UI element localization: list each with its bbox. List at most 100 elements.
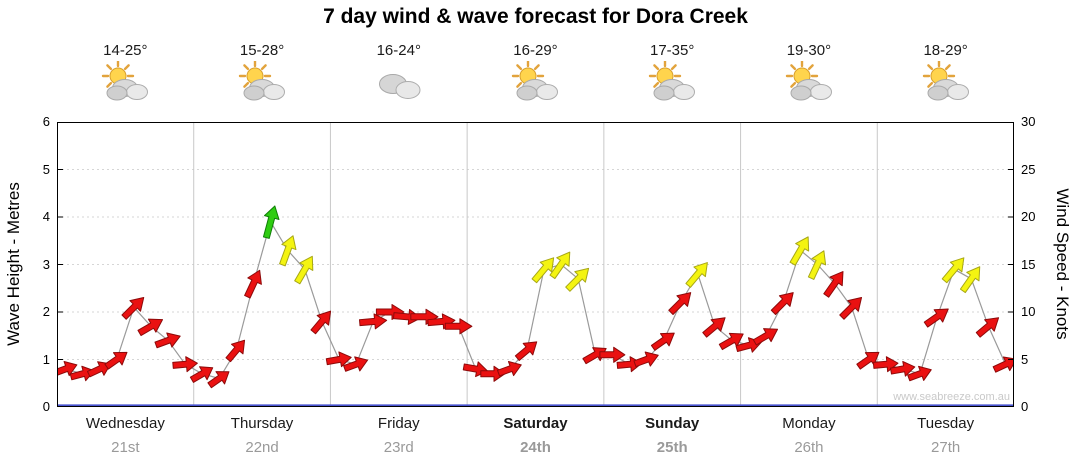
wind-arrow-shape	[69, 365, 95, 382]
wind-arrow-shape	[668, 292, 692, 316]
wind-arrow	[86, 361, 112, 378]
wind-arrow	[889, 360, 916, 377]
day-date-label: 25th	[656, 439, 688, 456]
wind-arrow-shape	[154, 332, 181, 349]
cloud-icon	[790, 79, 832, 101]
wind-arrow	[207, 371, 230, 389]
wind-arrow-shape	[86, 361, 112, 378]
wind-arrow	[343, 356, 369, 372]
sun-cloud-weather-icon	[238, 61, 286, 101]
left-axis-tick-label: 4	[42, 209, 50, 224]
wind-arrow-shape	[807, 250, 827, 280]
day-name-label: Sunday	[645, 415, 700, 432]
cloud-icon	[516, 79, 559, 101]
wind-arrow-shape	[207, 371, 230, 389]
left-axis-tick-label: 2	[42, 304, 50, 319]
wind-arrow	[310, 310, 332, 335]
wind-arrow	[225, 339, 246, 363]
left-axis-tick-label: 5	[42, 161, 50, 177]
wind-arrow-shape	[514, 341, 538, 361]
wind-arrow	[121, 296, 145, 320]
wind-arrow-shape	[975, 317, 1000, 338]
wind-arrow	[907, 365, 932, 382]
wind-arrow	[789, 236, 810, 266]
day-header-column: 16-24°	[330, 42, 467, 112]
page-title: 7 day wind & wave forecast for Dora Cree…	[323, 5, 748, 28]
wind-arrow	[325, 351, 352, 368]
wind-arrow-shape	[941, 257, 965, 284]
temp-range-label: 18-29°	[923, 42, 968, 59]
wind-arrow-shape	[650, 332, 675, 351]
sun-cloud-weather-icon	[922, 61, 969, 101]
wind-arrow	[992, 356, 1014, 373]
wind-arrow	[531, 257, 555, 284]
wind-arrow-shape	[633, 351, 659, 368]
wind-arrow-shape	[565, 267, 590, 292]
wind-arrow-shape	[907, 365, 932, 382]
wind-arrow-shape	[444, 318, 473, 335]
right-axis-tick-label: 15	[1021, 256, 1036, 272]
wind-arrow	[137, 318, 164, 337]
wind-arrow	[172, 356, 198, 373]
wind-arrow	[154, 332, 181, 349]
wind-arrow-shape	[702, 317, 726, 338]
wind-arrow	[752, 328, 779, 346]
day-header-column: 17-35°	[604, 42, 741, 112]
temp-range-label: 19-30°	[786, 42, 832, 59]
temp-range-label: 15-28°	[239, 42, 285, 59]
wind-arrow	[923, 308, 949, 328]
day-date-label: 27th	[931, 439, 961, 456]
wind-arrow-shape	[889, 360, 916, 377]
wind-arrow-shape	[923, 308, 949, 328]
wind-arrow-shape	[497, 361, 522, 377]
wind-arrow	[262, 205, 280, 239]
wind-arrow	[807, 250, 827, 280]
wind-arrow-shape	[189, 366, 214, 383]
wind-arrow	[104, 351, 128, 370]
wind-arrow-shape	[279, 235, 297, 267]
wind-arrow-shape	[121, 296, 145, 320]
wind-arrow	[839, 296, 863, 320]
wind-arrow-shape	[137, 318, 164, 337]
wind-arrow	[668, 292, 692, 316]
wind-arrow	[565, 267, 590, 292]
sun-cloud-weather-icon	[512, 61, 559, 101]
wind-arrow-shape	[310, 310, 332, 335]
wind-arrow-shape	[839, 296, 863, 320]
right-axis-tick-label: 5	[1021, 351, 1029, 367]
wind-arrow-shape	[244, 269, 262, 299]
wind-wave-chart	[57, 122, 1014, 407]
wind-arrow-shape	[531, 257, 555, 284]
wind-arrow-shape	[358, 313, 388, 330]
wind-arrow-shape	[770, 292, 794, 316]
day-date-label: 23rd	[383, 439, 414, 456]
sun-cloud-weather-icon	[648, 61, 696, 101]
wind-arrow	[358, 313, 388, 330]
day-header-column: 19-30°	[741, 42, 878, 112]
wind-arrow-shape	[823, 271, 844, 298]
wind-arrow	[392, 308, 422, 325]
temp-range-label: 17-35°	[650, 42, 695, 59]
wind-arrow-shape	[392, 308, 422, 325]
wind-arrow-shape	[752, 328, 779, 346]
wind-arrow	[633, 351, 659, 368]
wind-arrow	[279, 235, 297, 267]
wind-arrow-shape	[325, 351, 352, 368]
wind-arrow-shape	[294, 255, 314, 285]
day-name-label: Tuesday	[917, 415, 975, 432]
left-axis-tick-label: 3	[42, 256, 50, 272]
wind-arrow-shape	[789, 236, 810, 266]
wind-arrow	[702, 317, 726, 338]
day-header-column: 18-29°	[877, 42, 1014, 112]
left-axis-tick-label: 6	[42, 114, 50, 129]
left-axis-tick-label: 0	[42, 399, 50, 414]
wind-arrow	[514, 341, 538, 361]
wind-arrow	[444, 318, 473, 335]
day-name-label: Wednesday	[85, 415, 165, 432]
wind-arrow	[549, 251, 571, 280]
wind-arrow	[770, 292, 794, 316]
sun-icon	[512, 61, 545, 93]
right-axis-tick-label: 20	[1021, 209, 1036, 224]
wind-arrow	[294, 255, 314, 285]
